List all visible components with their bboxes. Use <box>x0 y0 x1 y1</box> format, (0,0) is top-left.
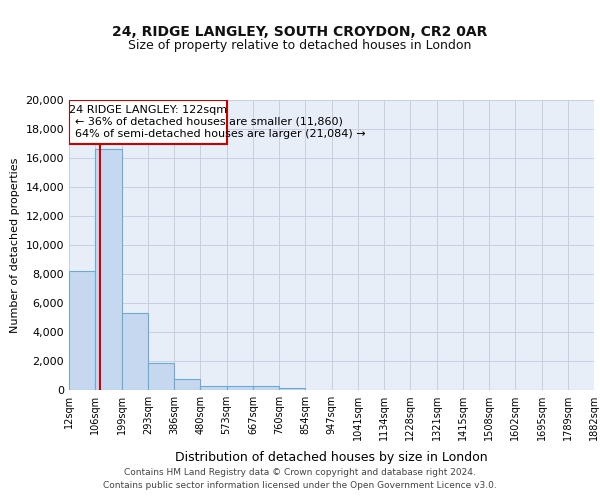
Bar <box>200 386 227 390</box>
Bar <box>253 386 279 390</box>
Text: Contains public sector information licensed under the Open Government Licence v3: Contains public sector information licen… <box>103 480 497 490</box>
Bar <box>121 313 148 390</box>
Text: 24 RIDGE LANGLEY: 122sqm: 24 RIDGE LANGLEY: 122sqm <box>68 104 227 115</box>
Bar <box>279 388 305 390</box>
Text: 24, RIDGE LANGLEY, SOUTH CROYDON, CR2 0AR: 24, RIDGE LANGLEY, SOUTH CROYDON, CR2 0A… <box>112 26 488 40</box>
Text: Size of property relative to detached houses in London: Size of property relative to detached ho… <box>128 38 472 52</box>
Y-axis label: Number of detached properties: Number of detached properties <box>10 158 20 332</box>
X-axis label: Distribution of detached houses by size in London: Distribution of detached houses by size … <box>175 452 488 464</box>
Bar <box>69 271 95 390</box>
Text: ← 36% of detached houses are smaller (11,860): ← 36% of detached houses are smaller (11… <box>76 117 343 127</box>
Bar <box>174 379 200 390</box>
Bar <box>95 150 121 390</box>
Bar <box>148 363 174 390</box>
Bar <box>227 386 253 390</box>
Text: Contains HM Land Registry data © Crown copyright and database right 2024.: Contains HM Land Registry data © Crown c… <box>124 468 476 477</box>
Text: 64% of semi-detached houses are larger (21,084) →: 64% of semi-detached houses are larger (… <box>76 129 366 139</box>
FancyBboxPatch shape <box>69 100 227 144</box>
